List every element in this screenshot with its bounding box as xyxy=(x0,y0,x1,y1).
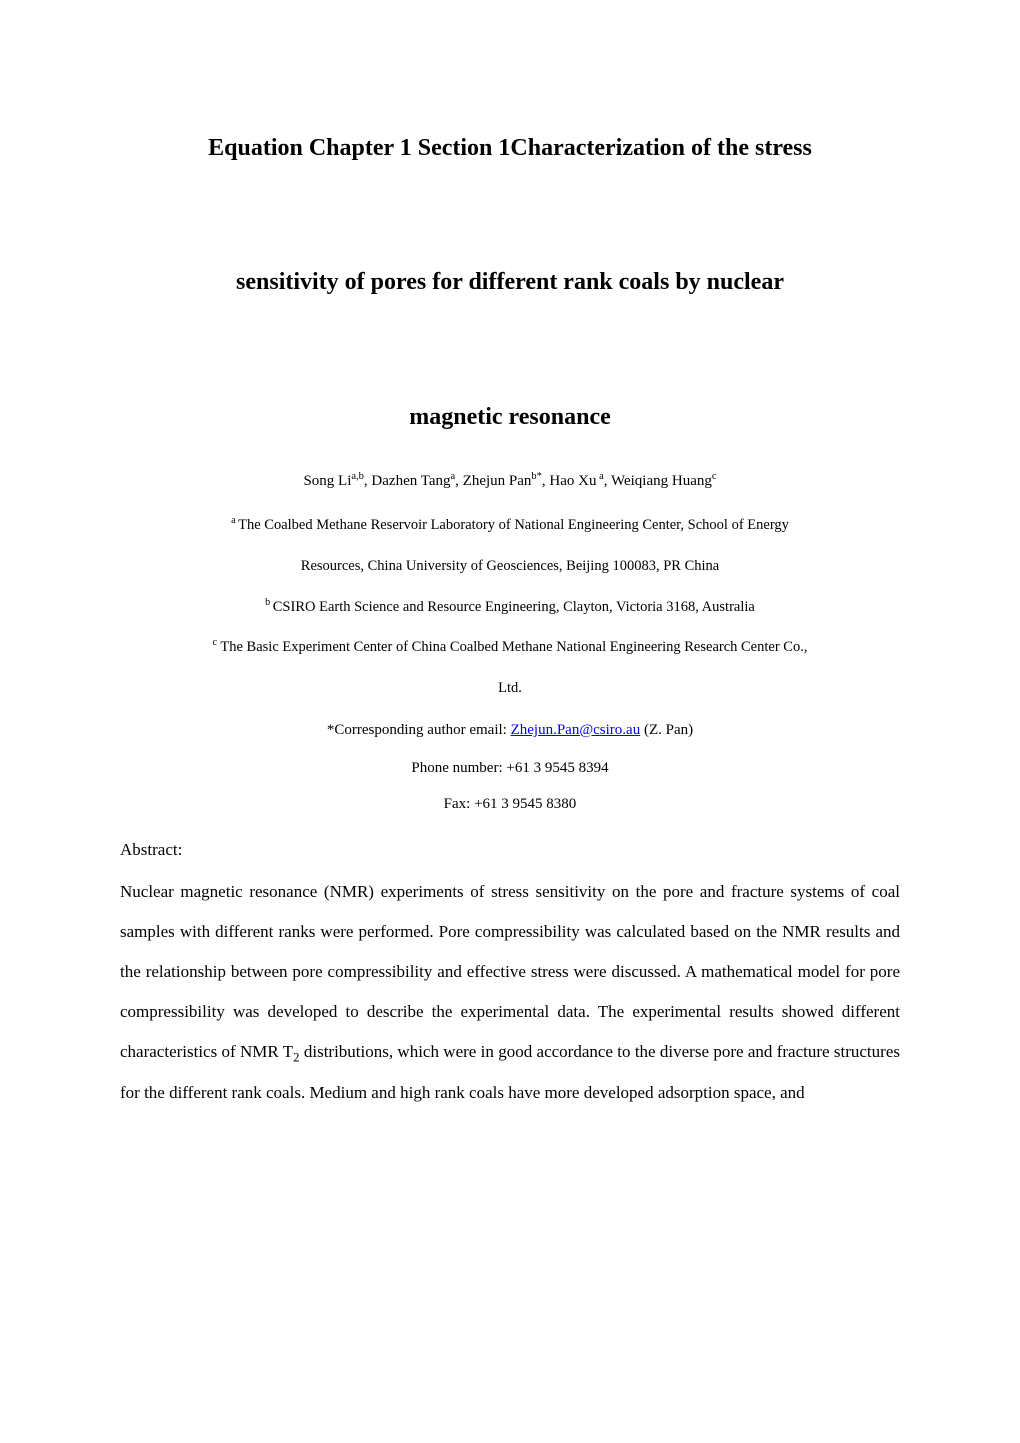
title-line-2: sensitivity of pores for different rank … xyxy=(236,269,784,295)
affiliation-c-line2: Ltd. xyxy=(120,671,900,706)
corresponding-email-link[interactable]: Zhejun.Pan@csiro.au xyxy=(511,722,641,738)
affil-b-sup: b xyxy=(265,597,273,608)
affil-a-text: The Coalbed Methane Reservoir Laboratory… xyxy=(238,517,789,533)
affil-c-text: The Basic Experiment Center of China Coa… xyxy=(217,639,807,655)
author-1-name: Song Li xyxy=(303,473,351,489)
abstract-text-part1: Nuclear magnetic resonance (NMR) experim… xyxy=(120,882,900,1061)
author-1-affil: a,b xyxy=(351,471,364,482)
corresponding-suffix: (Z. Pan) xyxy=(640,722,693,738)
title-line-3: magnetic resonance xyxy=(409,404,611,430)
author-4-affil: a xyxy=(596,471,603,482)
affiliation-a: a The Coalbed Methane Reservoir Laborato… xyxy=(120,508,900,543)
author-3-affil: b* xyxy=(531,471,542,482)
affiliation-c: c The Basic Experiment Center of China C… xyxy=(120,630,900,665)
corresponding-author: *Corresponding author email: Zhejun.Pan@… xyxy=(120,712,900,748)
title-line-1: Equation Chapter 1 Section 1Characteriza… xyxy=(208,135,812,161)
author-2-affil: a xyxy=(450,471,455,482)
author-2-name: Dazhen Tang xyxy=(371,473,450,489)
affil-c-text2: Ltd. xyxy=(498,680,522,696)
affiliation-a-line2: Resources, China University of Geoscienc… xyxy=(120,549,900,584)
author-list: Song Lia,b, Dazhen Tanga, Zhejun Panb*, … xyxy=(120,471,900,490)
phone-number: Phone number: +61 3 9545 8394 xyxy=(120,750,900,786)
author-5-affil: c xyxy=(712,471,717,482)
abstract-body: Nuclear magnetic resonance (NMR) experim… xyxy=(120,872,900,1113)
author-4-name: Hao Xu xyxy=(549,473,596,489)
abstract-heading: Abstract: xyxy=(120,840,900,860)
fax-number: Fax: +61 3 9545 8380 xyxy=(120,786,900,822)
affil-a-text2: Resources, China University of Geoscienc… xyxy=(301,558,719,574)
corresponding-prefix: *Corresponding author email: xyxy=(327,722,511,738)
author-3-name: Zhejun Pan xyxy=(463,473,532,489)
affil-b-text: CSIRO Earth Science and Resource Enginee… xyxy=(273,599,755,615)
affiliation-b: b CSIRO Earth Science and Resource Engin… xyxy=(120,590,900,625)
paper-title: Equation Chapter 1 Section 1Characteriza… xyxy=(120,115,900,451)
author-5-name: Weiqiang Huang xyxy=(611,473,712,489)
